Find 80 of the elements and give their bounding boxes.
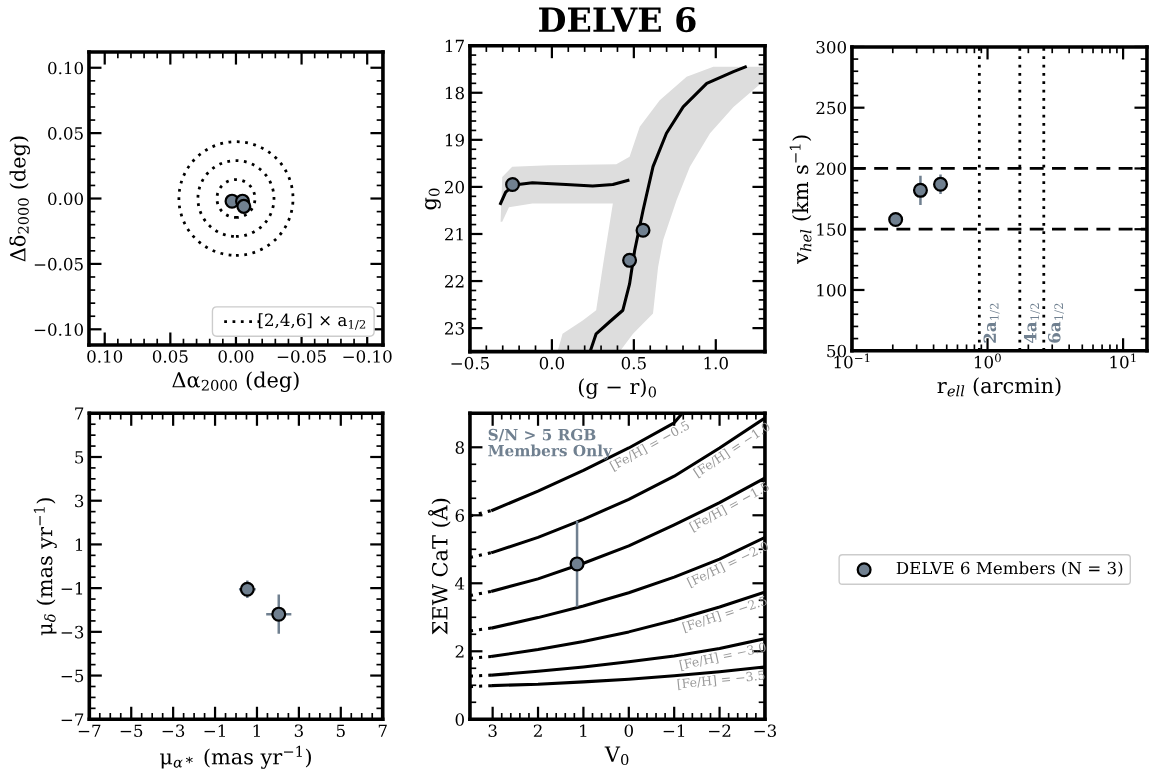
y-tick-label: −0.10 — [34, 323, 83, 336]
x-axis-title: r$_{ell}$ (arcmin) — [937, 377, 1061, 397]
line-series — [499, 178, 630, 205]
x-tick-label: −0.5 — [451, 356, 489, 370]
x-tick-label: 10$^{1}$ — [1110, 353, 1136, 369]
ref-line-label: 6a$_{1/2}$ — [1047, 303, 1065, 343]
point — [622, 252, 638, 268]
point — [888, 211, 904, 228]
x-tick-label: 10$^{0}$ — [974, 353, 1001, 369]
y-axis-title: μ$_{δ}$ (mas yr$^{−1}$) — [33, 498, 57, 636]
x-tick-label: −1 — [204, 724, 225, 737]
annotation: [Fe/H] = −3.5 — [677, 670, 765, 691]
y-tick-label: 19 — [445, 133, 464, 147]
y-tick-label: 0.05 — [48, 127, 83, 140]
point — [635, 222, 651, 238]
y-tick-label: 250 — [816, 101, 846, 115]
x-tick-label: −1 — [663, 724, 685, 737]
x-tick-label: 3 — [488, 724, 497, 738]
ref-line-label: 4a$_{1/2}$ — [1023, 303, 1041, 344]
y-tick-label: −3 — [61, 625, 84, 639]
x-tick-label: −2 — [709, 724, 731, 737]
y-axis-title: v$_{hel}$ (km s$^{−1}$) — [789, 135, 812, 264]
x-axis-title: (g − r)$_{0}$ — [578, 378, 656, 399]
annotation: [2,4,6] × a$_{1/2}$ — [258, 313, 366, 330]
x-tick-label: 0 — [624, 724, 633, 738]
y-axis-title: Δδ$_{2000}$ (deg) — [9, 136, 30, 262]
y-tick-label: 0.00 — [48, 192, 83, 206]
y-tick-label: −5 — [61, 669, 84, 683]
y-tick-label: 17 — [445, 39, 464, 53]
x-axis-title: V$_{0}$ — [604, 746, 629, 766]
x-tick-label: 0.0 — [539, 356, 565, 370]
annotation: [Fe/H] = −3.0 — [679, 641, 767, 672]
y-tick-label: 5 — [75, 451, 84, 464]
y-tick-label: 21 — [445, 227, 463, 241]
y-tick-label: 7 — [75, 407, 84, 420]
y-tick-label: 1 — [75, 538, 83, 551]
x-tick-label: −5 — [120, 724, 143, 738]
y-tick-label: −0.05 — [34, 257, 83, 271]
x-tick-label: 5 — [336, 724, 345, 738]
x-tick-label: 3 — [294, 724, 303, 738]
x-tick-label: 7 — [378, 724, 387, 737]
y-axis-title: ΣEW CaT (Å) — [428, 498, 451, 635]
chart-title: DELVE 6 — [539, 7, 696, 33]
y-tick-label: 3 — [75, 494, 84, 508]
x-axis-title: μ$_{α*}$ (mas yr$^{−1}$) — [160, 745, 311, 769]
y-tick-label: 100 — [817, 283, 846, 297]
y-tick-label: 0 — [455, 713, 464, 726]
x-tick-label: 1 — [253, 724, 260, 737]
x-tick-label: 2 — [533, 724, 542, 737]
y-tick-label: 0.10 — [48, 61, 83, 75]
x-tick-label: −3 — [754, 724, 776, 738]
legend-label: DELVE 6 Members (N = 3) — [896, 561, 1123, 577]
x-tick-label: 0.05 — [152, 350, 188, 363]
x-tick-label: 0.10 — [87, 350, 123, 363]
x-tick-label: −0.05 — [277, 350, 326, 363]
y-tick-label: −7 — [61, 713, 84, 726]
x-tick-label: 1.0 — [704, 356, 728, 370]
y-tick-label: 150 — [817, 223, 846, 236]
ref-line-label: 2a$_{1/2}$ — [983, 303, 1000, 343]
y-tick-label: 20 — [445, 180, 464, 194]
point — [933, 176, 949, 192]
y-tick-label: 200 — [816, 162, 846, 176]
y-tick-label: 300 — [816, 40, 846, 54]
x-tick-label: 0.00 — [218, 350, 254, 363]
y-tick-label: 6 — [455, 509, 465, 522]
y-tick-label: 2 — [455, 645, 464, 658]
point — [505, 177, 521, 193]
x-tick-label: 1 — [580, 724, 587, 737]
x-axis-title: Δα$_{2000}$ (deg) — [172, 371, 299, 392]
x-tick-label: −0.10 — [343, 350, 392, 363]
y-tick-label: −1 — [61, 582, 83, 595]
x-tick-label: 0.5 — [621, 356, 646, 370]
y-tick-label: 8 — [455, 441, 464, 454]
y-tick-label: 4 — [455, 577, 465, 590]
y-tick-label: 18 — [445, 86, 464, 100]
y-tick-label: 22 — [445, 275, 464, 288]
y-axis-title: g$_{0}$ — [425, 188, 441, 210]
x-tick-label: −3 — [162, 724, 185, 738]
point — [912, 182, 928, 198]
y-tick-label: 23 — [445, 322, 464, 335]
